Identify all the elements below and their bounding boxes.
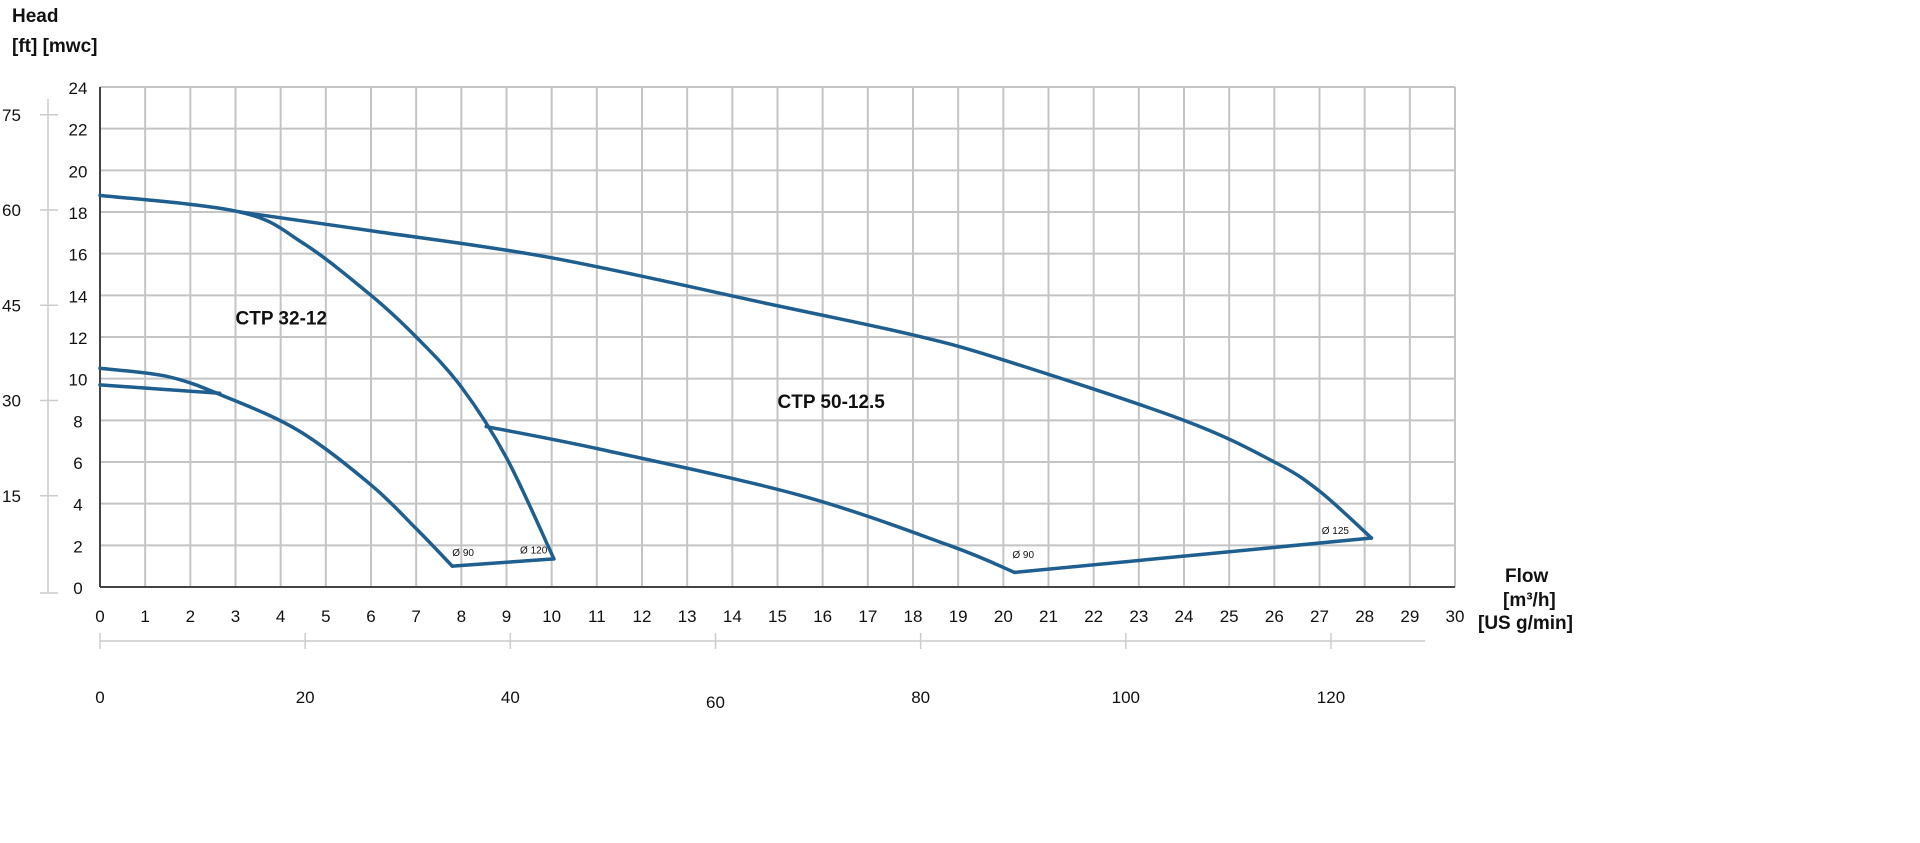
diameter-label: Ø 90 <box>1012 550 1034 561</box>
x-tick-label: 21 <box>1039 607 1058 626</box>
gpm-tick-label: 120 <box>1317 688 1345 707</box>
y-axis-units: [ft] [mwc] <box>12 36 97 57</box>
gpm-tick-label: 40 <box>501 688 520 707</box>
pump-curve <box>484 424 1017 575</box>
x-tick-label: 22 <box>1084 607 1103 626</box>
y-tick-label: 16 <box>69 246 88 265</box>
x-tick-label: 1 <box>140 607 149 626</box>
y-axis-title: Head <box>12 6 58 27</box>
pump-curve <box>98 383 222 395</box>
y-tick-label: 8 <box>73 412 82 431</box>
diameter-label: Ø 125 <box>1322 526 1350 537</box>
x-tick-label: 3 <box>231 607 240 626</box>
x-tick-label: 8 <box>457 607 466 626</box>
x-tick-label: 28 <box>1355 607 1374 626</box>
pump-curve <box>98 366 455 568</box>
x-tick-label: 19 <box>949 607 968 626</box>
gpm-tick-label: 100 <box>1112 688 1140 707</box>
x-tick-label: 7 <box>411 607 420 626</box>
curves <box>98 193 1374 575</box>
y-tick-label: 14 <box>69 287 88 306</box>
y-tick-label: 2 <box>73 537 82 556</box>
gpm-tick-label: 20 <box>296 688 315 707</box>
gpm-tick-label: 60 <box>706 693 725 712</box>
y-tick-label: 18 <box>69 204 88 223</box>
diameter-label: Ø 120 <box>520 546 548 557</box>
x-tick-label: 18 <box>904 607 923 626</box>
x-tick-label: 24 <box>1175 607 1194 626</box>
model-label: CTP 32-12 <box>236 309 328 330</box>
x-tick-label: 4 <box>276 607 285 626</box>
x-tick-label: 15 <box>768 607 787 626</box>
grid <box>99 86 1456 588</box>
x-tick-label: 25 <box>1220 607 1239 626</box>
x-tick-label: 12 <box>633 607 652 626</box>
ft-tick-label: 15 <box>2 487 21 506</box>
pump-curve <box>1012 536 1374 575</box>
y-tick-label: 6 <box>73 454 82 473</box>
x-axis-units-primary: [m³/h] <box>1503 590 1556 611</box>
x-tick-label: 30 <box>1446 607 1465 626</box>
ft-tick-label: 60 <box>2 201 21 220</box>
y-tick-label: 20 <box>69 162 88 181</box>
model-label: CTP 50-12.5 <box>778 392 886 413</box>
y-tick-label: 22 <box>69 121 88 140</box>
pump-curve <box>238 210 1374 540</box>
x-tick-label: 5 <box>321 607 330 626</box>
x-tick-label: 2 <box>186 607 195 626</box>
y-tick-label: 4 <box>73 496 82 515</box>
x-axis-units-secondary: [US g/min] <box>1478 613 1573 634</box>
ft-tick-label: 75 <box>2 106 21 125</box>
annotations: CTP 32-12 CTP 50-12.5 Ø 90 Ø 120 Ø 90 Ø 125 <box>236 309 1350 561</box>
x-tick-label: 6 <box>366 607 375 626</box>
x-tick-label: 29 <box>1400 607 1419 626</box>
x-tick-label: 0 <box>95 607 104 626</box>
x-tick-label: 27 <box>1310 607 1329 626</box>
x-tick-label: 14 <box>723 607 742 626</box>
x-axis-title: Flow <box>1505 566 1548 587</box>
pump-curve <box>450 557 556 568</box>
ft-tick-label: 30 <box>2 392 21 411</box>
gpm-tick-label: 0 <box>95 688 104 707</box>
x-tick-label: 9 <box>502 607 511 626</box>
ticks: 0 1 2 3 4 5 6 7 8 9 10 11 12 13 14 15 16 17 18 19 20 21 22 23 24… <box>2 79 1464 712</box>
x-tick-label: 20 <box>994 607 1013 626</box>
y-tick-label: 12 <box>69 329 88 348</box>
x-tick-label: 13 <box>678 607 697 626</box>
x-tick-label: 26 <box>1265 607 1284 626</box>
ft-tick-label: 45 <box>2 296 21 315</box>
diameter-label: Ø 90 <box>452 548 474 559</box>
y-tick-label: 24 <box>69 79 88 98</box>
gpm-tick-label: 80 <box>911 688 930 707</box>
y-tick-label: 10 <box>69 371 88 390</box>
x-tick-label: 16 <box>813 607 832 626</box>
x-tick-label: 17 <box>858 607 877 626</box>
x-tick-label: 11 <box>588 607 606 626</box>
x-tick-label: 23 <box>1129 607 1148 626</box>
x-tick-label: 10 <box>542 607 561 626</box>
y-tick-label: 0 <box>73 579 82 598</box>
